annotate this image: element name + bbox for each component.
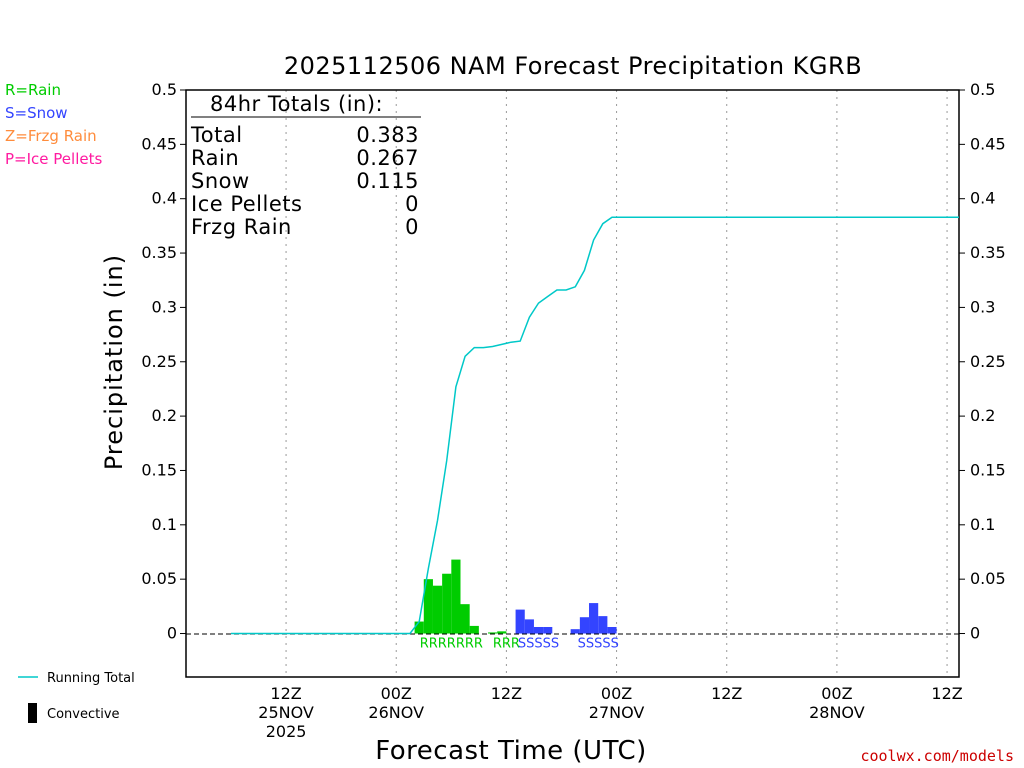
x-tick-label: 00Z: [821, 684, 852, 703]
totals-row-label: Total: [190, 123, 243, 147]
legend-item-r: R=Rain: [5, 81, 61, 99]
y-tick-label-right: 0.2: [970, 406, 995, 425]
y-tick-label-right: 0.1: [970, 515, 995, 534]
totals-row-label: Ice Pellets: [191, 192, 302, 216]
y-tick-label-left: 0.15: [141, 460, 177, 479]
precip-bar: [432, 585, 443, 634]
precip-type-legend: R=Rain S=Snow Z=Frzg Rain P=Ice Pellets: [5, 81, 102, 168]
precip-bar: [579, 617, 590, 634]
right-y-axis: 0 0.05 0.1 0.15 0.2 0.25 0.3 0.35 0.4 0.45 0.5: [959, 80, 1006, 643]
credit-text: coolwx.com/models: [860, 747, 1014, 765]
totals-row-value: 0.115: [356, 169, 419, 193]
x-tick-label: 2025: [266, 722, 307, 741]
y-tick-label-left: 0.3: [152, 297, 177, 316]
totals-heading: 84hr Totals (in):: [210, 92, 383, 116]
precip-bar: [451, 559, 461, 634]
precip-type-label: SSSSS: [578, 637, 619, 652]
x-tick-label: 12Z: [931, 684, 962, 703]
totals-row-value: 0.267: [356, 146, 419, 170]
totals-row-label: Frzg Rain: [191, 215, 292, 239]
precip-bar: [607, 626, 617, 634]
convective-legend-label: Convective: [47, 707, 120, 722]
x-tick-label: 27NOV: [589, 703, 645, 722]
legend-item-s: S=Snow: [5, 104, 68, 122]
y-tick-label-left: 0.05: [141, 569, 177, 588]
precip-type-label: RRRRRRR: [420, 637, 483, 652]
precip-bar: [488, 632, 498, 634]
y-tick-label-right: 0.3: [970, 297, 995, 316]
totals-row-value: 0.383: [356, 123, 419, 147]
y-tick-label-left: 0.45: [141, 134, 177, 153]
y-tick-label-left: 0.1: [152, 515, 177, 534]
precip-bar: [497, 631, 507, 634]
precip-bar: [442, 573, 452, 634]
y-tick-label-right: 0.05: [970, 569, 1006, 588]
precip-bar: [598, 616, 608, 634]
totals-row-label: Snow: [191, 169, 250, 193]
y-tick-label-left: 0.25: [141, 352, 177, 371]
precip-bar: [589, 603, 599, 634]
precip-bar: [423, 579, 433, 634]
y-tick-label-left: 0.35: [141, 243, 177, 262]
x-tick-label: 00Z: [381, 684, 412, 703]
x-tick-label: 26NOV: [368, 703, 424, 722]
totals-row-label: Rain: [191, 146, 239, 170]
precip-type-label: RRR: [493, 637, 520, 652]
plot-area-frame: [185, 89, 960, 678]
precip-bar: [469, 625, 479, 634]
y-tick-label-right: 0.5: [970, 80, 995, 99]
x-axis-title: Forecast Time (UTC): [375, 736, 647, 766]
totals-rows: Total 0.383 Rain 0.267 Snow 0.115 Ice Pellets 0…: [190, 123, 419, 239]
precip-bar: [460, 604, 470, 634]
x-tick-label: 12Z: [270, 684, 301, 703]
precip-bar: [524, 619, 534, 634]
line-legend: Running Total Convective: [18, 671, 135, 723]
y-tick-label-right: 0.4: [970, 189, 995, 208]
running-total-line: [231, 216, 959, 635]
precip-bars: [414, 559, 617, 634]
y-tick-label-left: 0.4: [152, 189, 177, 208]
precip-bar: [414, 621, 424, 634]
x-tick-label: 12Z: [711, 684, 742, 703]
y-tick-label-right: 0.45: [970, 134, 1006, 153]
precip-bar: [533, 626, 544, 634]
y-tick-label-right: 0.35: [970, 243, 1006, 262]
legend-item-z: Z=Frzg Rain: [5, 127, 97, 145]
x-tick-label: 12Z: [491, 684, 522, 703]
y-tick-label-left: 0.5: [152, 80, 177, 99]
totals-row-value: 0: [405, 215, 419, 239]
precip-type-label: SSSSS: [518, 637, 559, 652]
precip-bar: [543, 626, 553, 634]
y-tick-label-left: 0.2: [152, 406, 177, 425]
y-tick-label-right: 0: [970, 624, 980, 643]
left-y-axis: 0 0.05 0.1 0.15 0.2 0.25 0.3 0.35 0.4 0.45 0.5: [141, 80, 186, 643]
x-tick-label: 28NOV: [809, 703, 865, 722]
y-tick-label-left: 0: [167, 624, 177, 643]
chart-title: 2025112506 NAM Forecast Precipitation KG…: [284, 52, 862, 80]
precip-bar: [570, 629, 580, 634]
totals-row-value: 0: [405, 192, 419, 216]
running-total-legend-label: Running Total: [47, 671, 135, 686]
totals-box: 84hr Totals (in): Total 0.383 Rain 0.267 Sno…: [190, 92, 421, 239]
x-tick-label: 00Z: [601, 684, 632, 703]
legend-item-p: P=Ice Pellets: [5, 150, 102, 168]
precip-bar: [515, 609, 525, 634]
x-tick-label: 25NOV: [258, 703, 314, 722]
y-tick-label-right: 0.25: [970, 352, 1006, 371]
convective-legend-swatch: [28, 703, 37, 723]
y-tick-label-right: 0.15: [970, 460, 1006, 479]
y-axis-title: Precipitation (in): [100, 254, 128, 470]
